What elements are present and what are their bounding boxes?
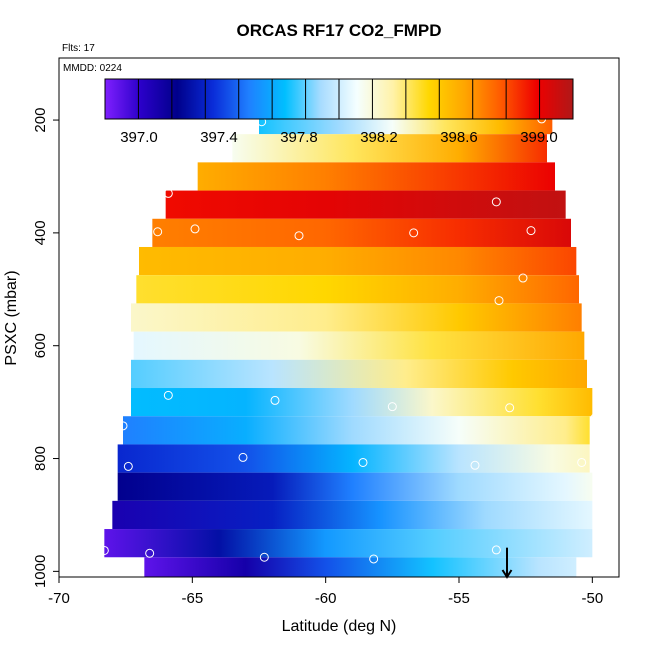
heatmap-band	[133, 331, 585, 360]
data-marker	[238, 452, 248, 462]
x-tick-label: -55	[448, 590, 470, 607]
data-marker	[526, 226, 536, 236]
colorbar-dividers	[137, 79, 541, 119]
y-axis: 200 400 600 800 1000	[32, 108, 59, 588]
data-marker	[123, 461, 133, 471]
heatmap-band	[144, 557, 577, 577]
data-marker	[358, 457, 368, 467]
y-tick-label: 600	[32, 333, 49, 358]
colorbar-tick-label: 397.0	[120, 129, 158, 146]
colorbar-ticks: 397.0 397.4 397.8 398.2 398.6 399.0	[120, 129, 558, 146]
heatmap-band	[131, 303, 582, 332]
heatmap-band	[165, 190, 566, 219]
y-tick-label: 1000	[32, 555, 49, 588]
heatmap-band	[232, 134, 548, 163]
x-tick-label: -70	[48, 590, 70, 607]
data-marker	[387, 402, 397, 412]
heatmap-bands	[104, 105, 593, 577]
colorbar: 397.0 397.4 397.8 398.2 398.6 399.0	[104, 78, 574, 146]
y-tick-label: 800	[32, 446, 49, 471]
data-marker	[505, 403, 515, 413]
data-marker	[145, 548, 155, 558]
heatmap-band	[123, 416, 590, 445]
heatmap-band	[136, 275, 580, 304]
heatmap-band	[197, 162, 555, 191]
data-marker	[294, 231, 304, 241]
heatmap-band	[117, 444, 590, 473]
flights-label: Flts: 17	[62, 43, 95, 54]
data-marker	[270, 395, 280, 405]
data-marker	[163, 390, 173, 400]
data-marker	[118, 421, 128, 431]
plot-area	[58, 57, 620, 579]
y-axis-label: PSXC (mbar)	[3, 270, 20, 365]
y-tick-label: 400	[32, 220, 49, 245]
colorbar-tick-label: 398.6	[440, 129, 478, 146]
data-marker	[494, 296, 504, 306]
y-tick-label: 200	[32, 108, 49, 133]
data-marker	[369, 554, 379, 564]
heatmap-band	[131, 388, 593, 417]
data-marker	[577, 457, 587, 467]
data-marker	[518, 273, 528, 283]
heatmap-band	[104, 529, 593, 558]
colorbar-tick-label: 397.4	[200, 129, 238, 146]
data-marker	[590, 413, 600, 423]
plot-frame	[58, 57, 620, 578]
colorbar-tick-label: 399.0	[520, 129, 558, 146]
heatmap-band	[131, 359, 587, 389]
mmdd-label: MMDD: 0224	[63, 63, 122, 74]
data-marker	[99, 545, 109, 555]
data-marker	[470, 460, 480, 470]
heatmap-band	[152, 218, 572, 247]
x-tick-label: -60	[315, 590, 337, 607]
data-marker	[491, 197, 501, 207]
x-tick-label: -50	[581, 590, 603, 607]
x-axis-label: Latitude (deg N)	[282, 618, 397, 635]
data-marker	[153, 227, 163, 237]
chart-title: ORCAS RF17 CO2_FMPD	[237, 21, 442, 40]
colorbar-tick-label: 398.2	[360, 129, 398, 146]
x-tick-label: -65	[181, 590, 203, 607]
data-marker	[491, 545, 501, 555]
heatmap-band	[139, 246, 577, 276]
heatmap-band	[112, 500, 593, 530]
data-marker	[190, 224, 200, 234]
data-marker	[409, 228, 419, 238]
data-marker	[121, 304, 131, 314]
colorbar-tick-label: 397.8	[280, 129, 318, 146]
heatmap-band	[117, 472, 593, 501]
x-axis: -70 -65 -60 -55 -50	[48, 577, 603, 607]
data-marker	[259, 552, 269, 562]
data-marker	[163, 188, 173, 198]
